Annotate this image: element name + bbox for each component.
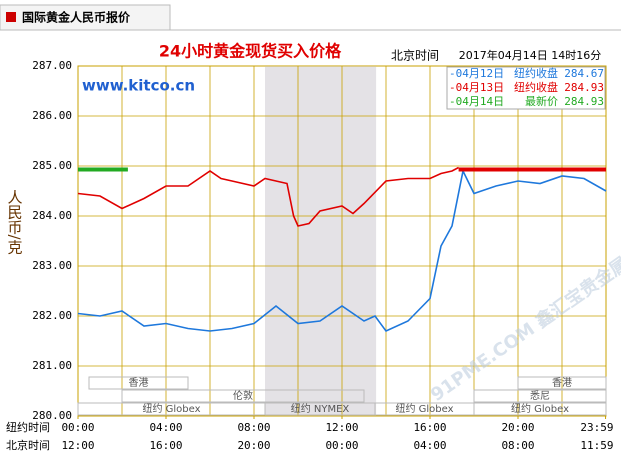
session-label: 香港 [552, 377, 572, 389]
legend-market: 纽约收盘 [514, 66, 558, 80]
x-tick-label: 00:00 [61, 421, 94, 434]
legend-market: 最新价 [525, 94, 558, 108]
x-tick-label: 16:00 [413, 421, 446, 434]
legend-close: 284.67 [564, 67, 604, 80]
x-row-label: 北京时间 [6, 438, 50, 452]
x-tick-label-beijing: 11:59 [580, 439, 613, 452]
source: www.kitco.cn [82, 77, 195, 95]
legend-name: -04月13日 [449, 81, 504, 94]
legend-close: 284.93 [564, 81, 604, 94]
tab[interactable] [0, 4, 171, 31]
session-label: 纽约 Globex [142, 402, 200, 415]
legend-market: 纽约收盘 [514, 80, 558, 94]
y-tick-label: 285.00 [32, 159, 72, 172]
x-tick-label: 12:00 [325, 421, 358, 434]
session-label: 纽约 Globex [395, 402, 453, 415]
nymex-shade [265, 66, 377, 416]
session-label: 伦敦 [233, 389, 253, 402]
x-tick-label-beijing: 12:00 [61, 439, 94, 452]
y-tick-label: 281.00 [32, 359, 72, 372]
session-band [473, 402, 607, 416]
tab-icon [6, 12, 16, 22]
x-tick-label: 23:59 [580, 421, 613, 434]
session-band [121, 389, 365, 403]
series-line [77, 168, 607, 332]
legend-name: -04月14日 [449, 95, 504, 108]
tab-title: 国际黄金人民币报价 [22, 10, 131, 25]
session-band [473, 389, 607, 403]
y-tick-label: 284.00 [32, 209, 72, 222]
legend-close: 284.93 [564, 95, 604, 108]
x-row-label: 纽约时间 [6, 420, 50, 434]
x-tick-label-beijing: 08:00 [501, 439, 534, 452]
session-label: 悉尼 [530, 390, 550, 402]
y-label: 人民币/克 [6, 189, 24, 255]
legend-name: -04月12日 [449, 67, 504, 80]
legend-box [446, 66, 606, 110]
x-tick-label: 04:00 [149, 421, 182, 434]
x-tick-label-beijing: 04:00 [413, 439, 446, 452]
x-tick-label-beijing: 20:00 [237, 439, 270, 452]
y-tick-label: 282.00 [32, 309, 72, 322]
x-tick-label: 20:00 [501, 421, 534, 434]
y-tick-label: 283.00 [32, 259, 72, 272]
y-tick-label: 287.00 [32, 59, 72, 72]
y-tick-label: 280.00 [32, 409, 72, 422]
session-label: 香港 [129, 377, 149, 389]
x-tick-label-beijing: 00:00 [325, 439, 358, 452]
time-zone: 北京时间 [391, 49, 439, 63]
series-line [77, 166, 459, 227]
x-tick-label: 08:00 [237, 421, 270, 434]
y-tick-label: 286.00 [32, 109, 72, 122]
session-band [88, 376, 189, 390]
timestamp: 2017年04月14日 14时16分 [459, 48, 601, 62]
session-label: 纽约 Globex [511, 402, 569, 415]
chart-title: 24小时黄金现货买入价格 [159, 42, 342, 61]
session-label: 纽约 NYMEX [291, 402, 350, 415]
x-tick-label-beijing: 16:00 [149, 439, 182, 452]
session-band [517, 376, 607, 390]
